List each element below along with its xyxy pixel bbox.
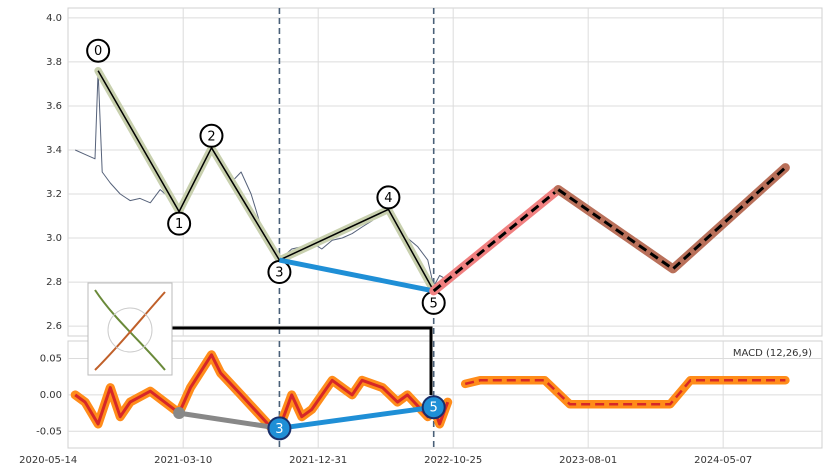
x-tick-label: 2021-03-10 xyxy=(154,455,212,466)
y-tick-label: 2.8 xyxy=(46,277,62,288)
wave-label: 2 xyxy=(207,129,215,144)
y-tick-label: 3.4 xyxy=(46,145,62,156)
line xyxy=(464,379,786,406)
line xyxy=(557,166,787,271)
connector-line xyxy=(172,326,433,395)
wave-marker xyxy=(421,395,446,420)
panel-label: MACD (12,26,9) xyxy=(733,348,812,359)
inset-image xyxy=(87,282,173,376)
y-tick-label: 3.0 xyxy=(46,233,62,244)
x-tick-label: 2023-08-01 xyxy=(559,455,617,466)
line xyxy=(278,257,435,294)
wave-marker xyxy=(86,38,111,63)
y-tick-label: 3.6 xyxy=(46,101,62,112)
y-tick-label: -0.05 xyxy=(36,426,62,437)
wave-label: 4 xyxy=(384,191,392,206)
line xyxy=(432,188,560,293)
x-tick-label: 2024-05-07 xyxy=(694,455,752,466)
wave-label: 0 xyxy=(94,44,102,59)
x-tick-label: 2020-05-14 xyxy=(19,455,77,466)
wave-label: 5 xyxy=(430,401,438,416)
line xyxy=(279,404,435,431)
wave-label: 5 xyxy=(430,296,438,311)
x-tick-label: 2022-10-25 xyxy=(424,455,482,466)
y-tick-label: 4.0 xyxy=(46,13,62,24)
wave-marker xyxy=(267,416,292,441)
y-tick-label: 3.2 xyxy=(46,189,62,200)
x-tick-label: 2021-12-31 xyxy=(289,455,347,466)
wave-marker xyxy=(376,185,401,210)
wave-marker xyxy=(167,211,192,236)
line xyxy=(97,70,435,292)
y-tick-label: 3.8 xyxy=(46,57,62,68)
line xyxy=(178,410,280,431)
y-tick-label: 2.6 xyxy=(46,321,62,332)
y-tick-label: 0.05 xyxy=(40,353,62,364)
point xyxy=(173,407,186,420)
wave-marker xyxy=(199,123,224,148)
wave-label: 3 xyxy=(275,266,283,281)
wave-label: 3 xyxy=(275,422,283,437)
y-tick-label: 0.00 xyxy=(40,390,62,401)
wave-label: 1 xyxy=(175,217,183,232)
